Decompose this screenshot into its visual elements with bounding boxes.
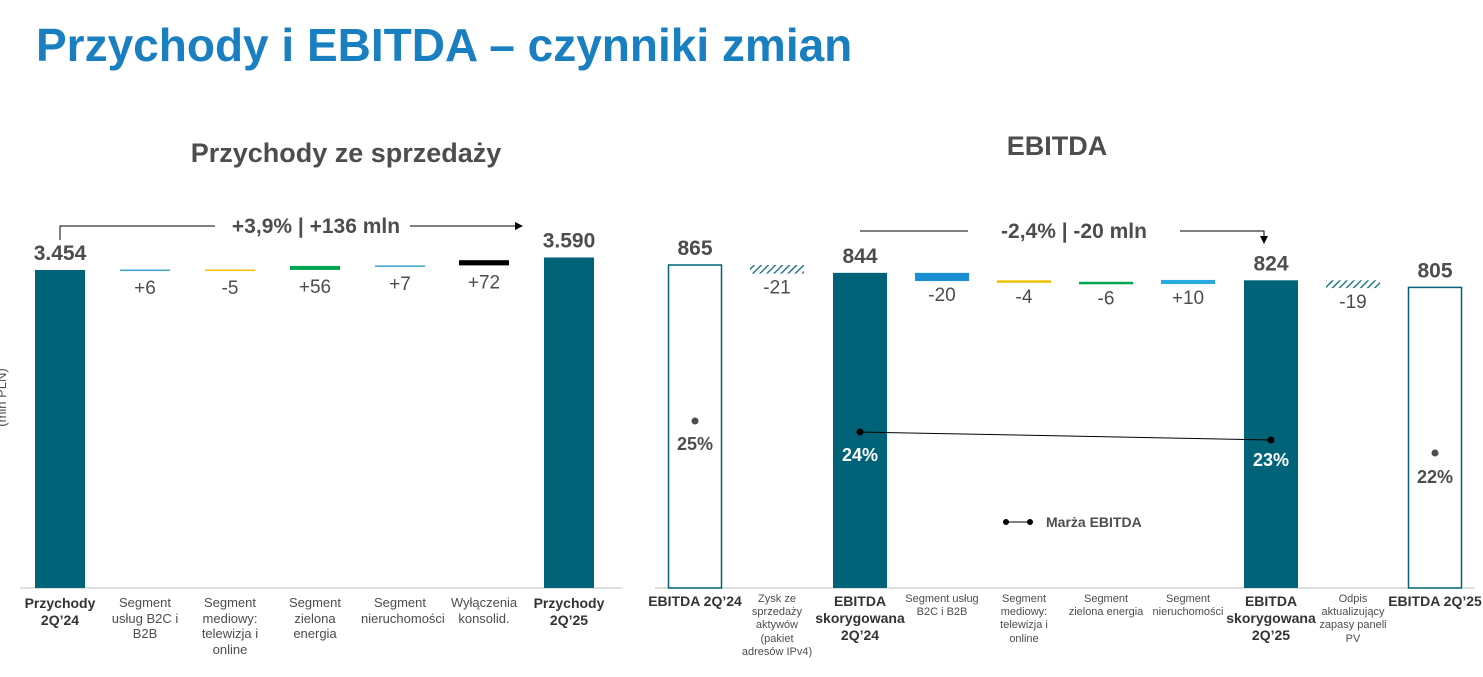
ebitda-data-label: -6 bbox=[1098, 288, 1115, 309]
ebitda-bar-delta bbox=[1161, 279, 1215, 285]
ebitda-margin-connector bbox=[859, 431, 1272, 441]
ebitda-bar-total-outline bbox=[667, 264, 723, 589]
revenue-bar-total bbox=[35, 270, 85, 588]
revenue-data-label: 3.590 bbox=[543, 229, 596, 252]
ebitda-data-label: +10 bbox=[1172, 288, 1204, 309]
ebitda-annotation-text: -2,4% | -20 mln bbox=[1001, 220, 1147, 243]
revenue-bar-delta bbox=[459, 260, 509, 266]
ebitda-margin-marker bbox=[691, 417, 699, 425]
ebitda-category-label: Segment mediowy: telewizja i online bbox=[1000, 593, 1048, 645]
ebitda-bar-delta bbox=[997, 280, 1051, 283]
revenue-category-label: Segment nieruchomości bbox=[361, 595, 445, 626]
ebitda-margin-marker bbox=[1431, 449, 1439, 457]
revenue-category-label: Wyłączenia konsolid. bbox=[450, 595, 518, 626]
legend-marker bbox=[1003, 519, 1009, 525]
ebitda-category-label: Zysk ze sprzedaży aktywów (pakiet adresó… bbox=[741, 593, 813, 658]
ebitda-data-label: 824 bbox=[1253, 252, 1288, 275]
revenue-annotation-text: +3,9% | +136 mln bbox=[232, 215, 400, 238]
legend-label: Marża EBITDA bbox=[1046, 514, 1142, 530]
ebitda-bar-delta bbox=[915, 272, 969, 282]
ebitda-data-label: -21 bbox=[763, 278, 790, 299]
ebitda-category-label: EBITDA skorygowana 2Q’24 bbox=[815, 593, 905, 643]
ebitda-data-label: -4 bbox=[1016, 287, 1033, 308]
ebitda-bar-delta-hatched bbox=[750, 265, 804, 274]
revenue-data-label: +6 bbox=[134, 278, 156, 299]
ebitda-category-label: EBITDA 2Q’25 bbox=[1388, 593, 1482, 609]
revenue-chart-title: Przychody ze sprzedaży bbox=[190, 138, 502, 168]
ebitda-category-label: Segment nieruchomości bbox=[1152, 593, 1224, 619]
ebitda-margin-marker bbox=[856, 428, 864, 436]
ebitda-bar-total-outline bbox=[1407, 286, 1463, 589]
ebitda-data-label: -20 bbox=[928, 285, 955, 306]
revenue-data-label: +56 bbox=[299, 277, 331, 298]
ebitda-category-label: EBITDA 2Q’24 bbox=[648, 593, 742, 609]
page-title: Przychody i EBITDA – czynniki zmian bbox=[36, 19, 853, 71]
revenue-data-label: 3.454 bbox=[34, 242, 87, 265]
revenue-data-label: +7 bbox=[389, 274, 411, 295]
revenue-bar-delta bbox=[205, 269, 255, 272]
ebitda-bar-delta bbox=[1079, 281, 1133, 285]
revenue-category-label: Przychody 2Q’25 bbox=[533, 595, 605, 628]
ebitda-margin-label: 24% bbox=[842, 445, 878, 465]
ebitda-category-label: EBITDA skorygowana 2Q’25 bbox=[1226, 593, 1316, 643]
ebitda-data-label: 865 bbox=[677, 237, 712, 260]
ebitda-data-label: -19 bbox=[1339, 292, 1366, 313]
revenue-bar-delta bbox=[290, 265, 340, 270]
ebitda-margin-label: 25% bbox=[677, 434, 713, 454]
revenue-annotation-line bbox=[59, 225, 215, 240]
revenue-data-label: -5 bbox=[222, 278, 239, 299]
ebitda-category-label: Segment usług B2C i B2B bbox=[905, 593, 979, 619]
revenue-category-label: Segment usług B2C i B2B bbox=[111, 595, 179, 642]
ebitda-annotation-arrow bbox=[1180, 230, 1268, 244]
ebitda-category-label: Odpis aktualizujący zapasy paneli PV bbox=[1319, 593, 1387, 645]
ebitda-bar-delta-hatched bbox=[1326, 280, 1380, 289]
revenue-category-label: Segment zielona energia bbox=[288, 595, 342, 642]
revenue-category-label: Przychody 2Q’24 bbox=[24, 595, 96, 628]
revenue-data-label: +72 bbox=[468, 272, 500, 293]
legend-marker bbox=[1027, 519, 1033, 525]
ebitda-margin-label: 22% bbox=[1417, 467, 1453, 487]
ebitda-margin-label: 23% bbox=[1253, 450, 1289, 470]
revenue-bar-delta bbox=[375, 265, 425, 267]
ebitda-bar-total bbox=[1244, 280, 1298, 588]
ebitda-data-label: 844 bbox=[842, 245, 877, 268]
ebitda-data-label: 805 bbox=[1417, 259, 1452, 282]
ebitda-margin-marker bbox=[1267, 436, 1275, 444]
ebitda-category-label: Segment zielona energia bbox=[1068, 593, 1144, 619]
revenue-category-label: Segment mediowy: telewizja i online bbox=[201, 595, 259, 657]
revenue-bar-delta bbox=[120, 269, 170, 272]
revenue-bar-total bbox=[544, 257, 594, 588]
ebitda-chart-title: EBITDA bbox=[1006, 131, 1108, 161]
